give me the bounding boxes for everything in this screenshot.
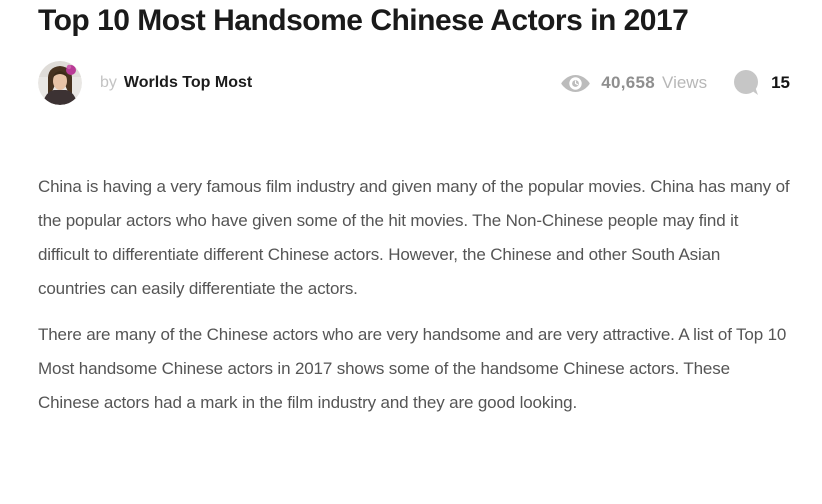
author-avatar-image xyxy=(38,61,82,105)
comments-count: 15 xyxy=(771,73,790,92)
eye-icon xyxy=(560,73,591,94)
byline: by Worlds Top Most xyxy=(100,74,252,92)
avatar[interactable] xyxy=(38,61,82,105)
article-paragraph: China is having a very famous film indus… xyxy=(38,177,790,298)
comments-stat[interactable]: 15 xyxy=(733,70,790,96)
byline-prefix: by xyxy=(100,74,117,91)
views-stat: 40,658 Views xyxy=(560,73,707,94)
comment-bubble-icon xyxy=(733,70,760,96)
byline-row: by Worlds Top Most 40,658 Views xyxy=(38,60,790,106)
views-label: Views xyxy=(662,73,708,92)
article-paragraph: There are many of the Chinese actors who… xyxy=(38,325,787,412)
article-body: China is having a very famous film indus… xyxy=(38,170,790,420)
page-title: Top 10 Most Handsome Chinese Actors in 2… xyxy=(38,4,689,37)
author-name-link[interactable]: Worlds Top Most xyxy=(123,74,253,91)
views-count: 40,658 xyxy=(601,73,656,92)
